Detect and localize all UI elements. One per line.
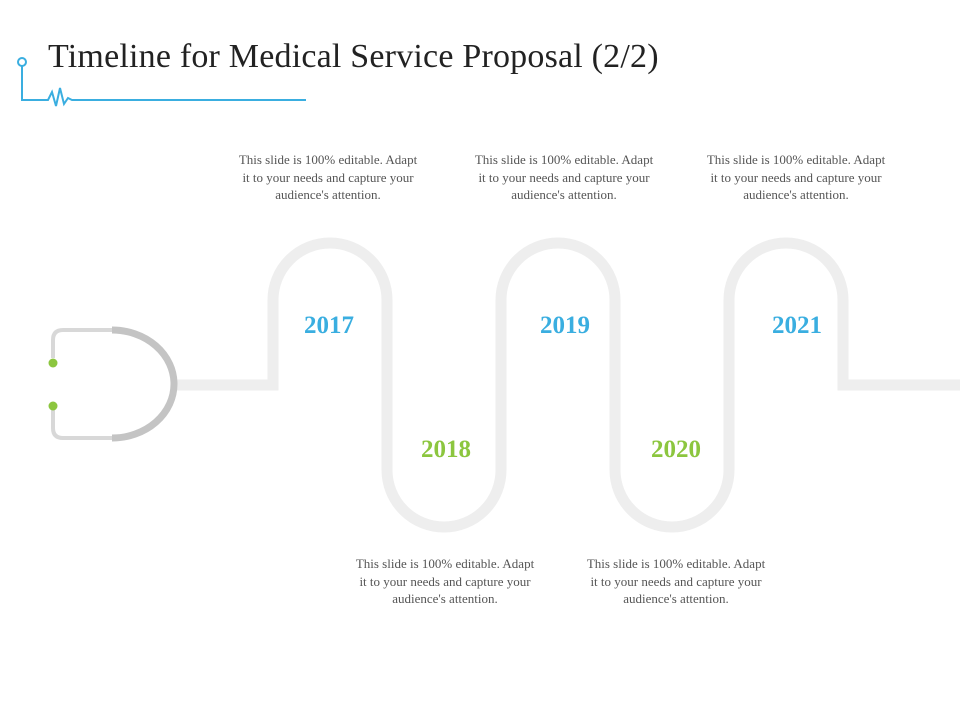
milestone-2019-year: 2019 (540, 312, 590, 339)
milestone-2018-year: 2018 (421, 436, 471, 463)
milestone-2019-description: This slide is 100% editable. Adapt it to… (474, 152, 654, 202)
milestone-2021-description: This slide is 100% editable. Adapt it to… (706, 152, 886, 202)
page-title: Timeline for Medical Service Proposal (2… (48, 38, 659, 75)
milestone-2021-year: 2021 (772, 312, 822, 339)
heartbeat-line-icon (17, 57, 306, 107)
milestone-2020-year: 2020 (651, 436, 701, 463)
stethoscope-icon (48, 326, 178, 442)
milestone-2017-year: 2017 (304, 312, 354, 339)
timeline-track (175, 237, 960, 533)
milestone-2020-description: This slide is 100% editable. Adapt it to… (586, 556, 766, 606)
milestone-2018-description: This slide is 100% editable. Adapt it to… (355, 556, 535, 606)
milestone-2017-description: This slide is 100% editable. Adapt it to… (238, 152, 418, 202)
